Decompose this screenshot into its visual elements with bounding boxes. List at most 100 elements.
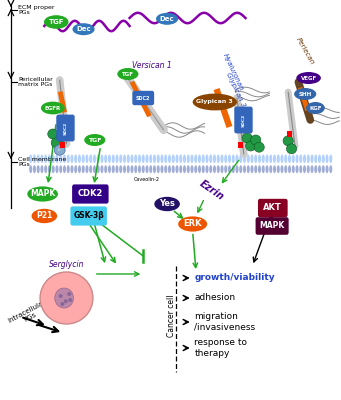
- Ellipse shape: [138, 165, 141, 173]
- Text: TGF: TGF: [122, 72, 134, 76]
- Text: MAPK: MAPK: [30, 190, 55, 198]
- Ellipse shape: [172, 165, 175, 173]
- Ellipse shape: [100, 154, 103, 163]
- Ellipse shape: [59, 294, 63, 298]
- Ellipse shape: [247, 165, 250, 173]
- Ellipse shape: [254, 142, 264, 152]
- Ellipse shape: [310, 154, 313, 163]
- FancyBboxPatch shape: [72, 184, 108, 204]
- Ellipse shape: [115, 165, 118, 173]
- Ellipse shape: [104, 154, 107, 163]
- Text: Intracellular
PGs: Intracellular PGs: [8, 298, 50, 330]
- Ellipse shape: [175, 165, 178, 173]
- Ellipse shape: [153, 154, 156, 163]
- Ellipse shape: [145, 154, 148, 163]
- Ellipse shape: [66, 165, 70, 173]
- Text: Caveolin-2: Caveolin-2: [134, 177, 160, 182]
- Ellipse shape: [329, 154, 332, 163]
- Text: AKT: AKT: [264, 204, 282, 212]
- Ellipse shape: [277, 165, 280, 173]
- Ellipse shape: [74, 165, 77, 173]
- Ellipse shape: [108, 165, 111, 173]
- Ellipse shape: [265, 154, 268, 163]
- Text: MAPK: MAPK: [260, 222, 285, 230]
- Ellipse shape: [157, 165, 160, 173]
- Ellipse shape: [220, 154, 223, 163]
- Ellipse shape: [235, 165, 238, 173]
- Text: Dec: Dec: [76, 26, 91, 32]
- Ellipse shape: [85, 165, 88, 173]
- Ellipse shape: [145, 165, 148, 173]
- Text: CDK2: CDK2: [78, 190, 103, 198]
- Text: Versican 1: Versican 1: [132, 61, 172, 70]
- Ellipse shape: [299, 154, 302, 163]
- Ellipse shape: [100, 165, 103, 173]
- Ellipse shape: [277, 154, 280, 163]
- Ellipse shape: [78, 165, 81, 173]
- Ellipse shape: [288, 165, 291, 173]
- Ellipse shape: [119, 154, 122, 163]
- Text: SDC2: SDC2: [136, 96, 150, 100]
- Ellipse shape: [149, 154, 152, 163]
- Ellipse shape: [40, 154, 44, 163]
- Text: response to
therapy: response to therapy: [194, 338, 247, 358]
- FancyBboxPatch shape: [287, 131, 292, 137]
- Ellipse shape: [242, 133, 252, 143]
- Ellipse shape: [322, 154, 325, 163]
- Ellipse shape: [93, 154, 96, 163]
- Ellipse shape: [44, 165, 47, 173]
- Ellipse shape: [292, 165, 295, 173]
- Text: Glypican 3: Glypican 3: [196, 100, 233, 104]
- Ellipse shape: [202, 154, 205, 163]
- Ellipse shape: [322, 165, 325, 173]
- Ellipse shape: [55, 154, 59, 163]
- Ellipse shape: [168, 165, 171, 173]
- Ellipse shape: [232, 154, 235, 163]
- Ellipse shape: [84, 134, 105, 146]
- Ellipse shape: [228, 154, 231, 163]
- Ellipse shape: [325, 154, 328, 163]
- Ellipse shape: [112, 154, 115, 163]
- Ellipse shape: [194, 154, 197, 163]
- Ellipse shape: [228, 165, 231, 173]
- Ellipse shape: [329, 165, 332, 173]
- Ellipse shape: [205, 154, 208, 163]
- FancyBboxPatch shape: [238, 142, 243, 148]
- Ellipse shape: [247, 154, 250, 163]
- Ellipse shape: [306, 102, 325, 114]
- Ellipse shape: [64, 299, 68, 303]
- Ellipse shape: [160, 154, 163, 163]
- FancyBboxPatch shape: [56, 114, 75, 141]
- Ellipse shape: [284, 165, 287, 173]
- Ellipse shape: [73, 23, 94, 35]
- Ellipse shape: [81, 165, 85, 173]
- Ellipse shape: [142, 165, 145, 173]
- Ellipse shape: [273, 154, 276, 163]
- Ellipse shape: [29, 165, 32, 173]
- Ellipse shape: [251, 135, 261, 145]
- Ellipse shape: [48, 129, 58, 139]
- Text: ECM proper
PGs: ECM proper PGs: [18, 5, 55, 15]
- Ellipse shape: [89, 165, 92, 173]
- Text: TGF: TGF: [88, 138, 102, 142]
- Ellipse shape: [112, 165, 115, 173]
- Ellipse shape: [104, 165, 107, 173]
- Ellipse shape: [286, 144, 297, 154]
- Text: SHH: SHH: [299, 92, 312, 96]
- Ellipse shape: [51, 138, 61, 148]
- Ellipse shape: [160, 165, 163, 173]
- FancyBboxPatch shape: [60, 142, 65, 148]
- Ellipse shape: [60, 302, 64, 306]
- Ellipse shape: [239, 165, 242, 173]
- Ellipse shape: [153, 165, 156, 173]
- Ellipse shape: [314, 154, 317, 163]
- Ellipse shape: [63, 154, 66, 163]
- Ellipse shape: [66, 154, 70, 163]
- Ellipse shape: [318, 154, 321, 163]
- Text: SDC2: SDC2: [241, 114, 246, 126]
- Ellipse shape: [250, 165, 253, 173]
- Ellipse shape: [224, 154, 227, 163]
- Ellipse shape: [130, 154, 133, 163]
- Ellipse shape: [198, 154, 201, 163]
- Ellipse shape: [179, 165, 182, 173]
